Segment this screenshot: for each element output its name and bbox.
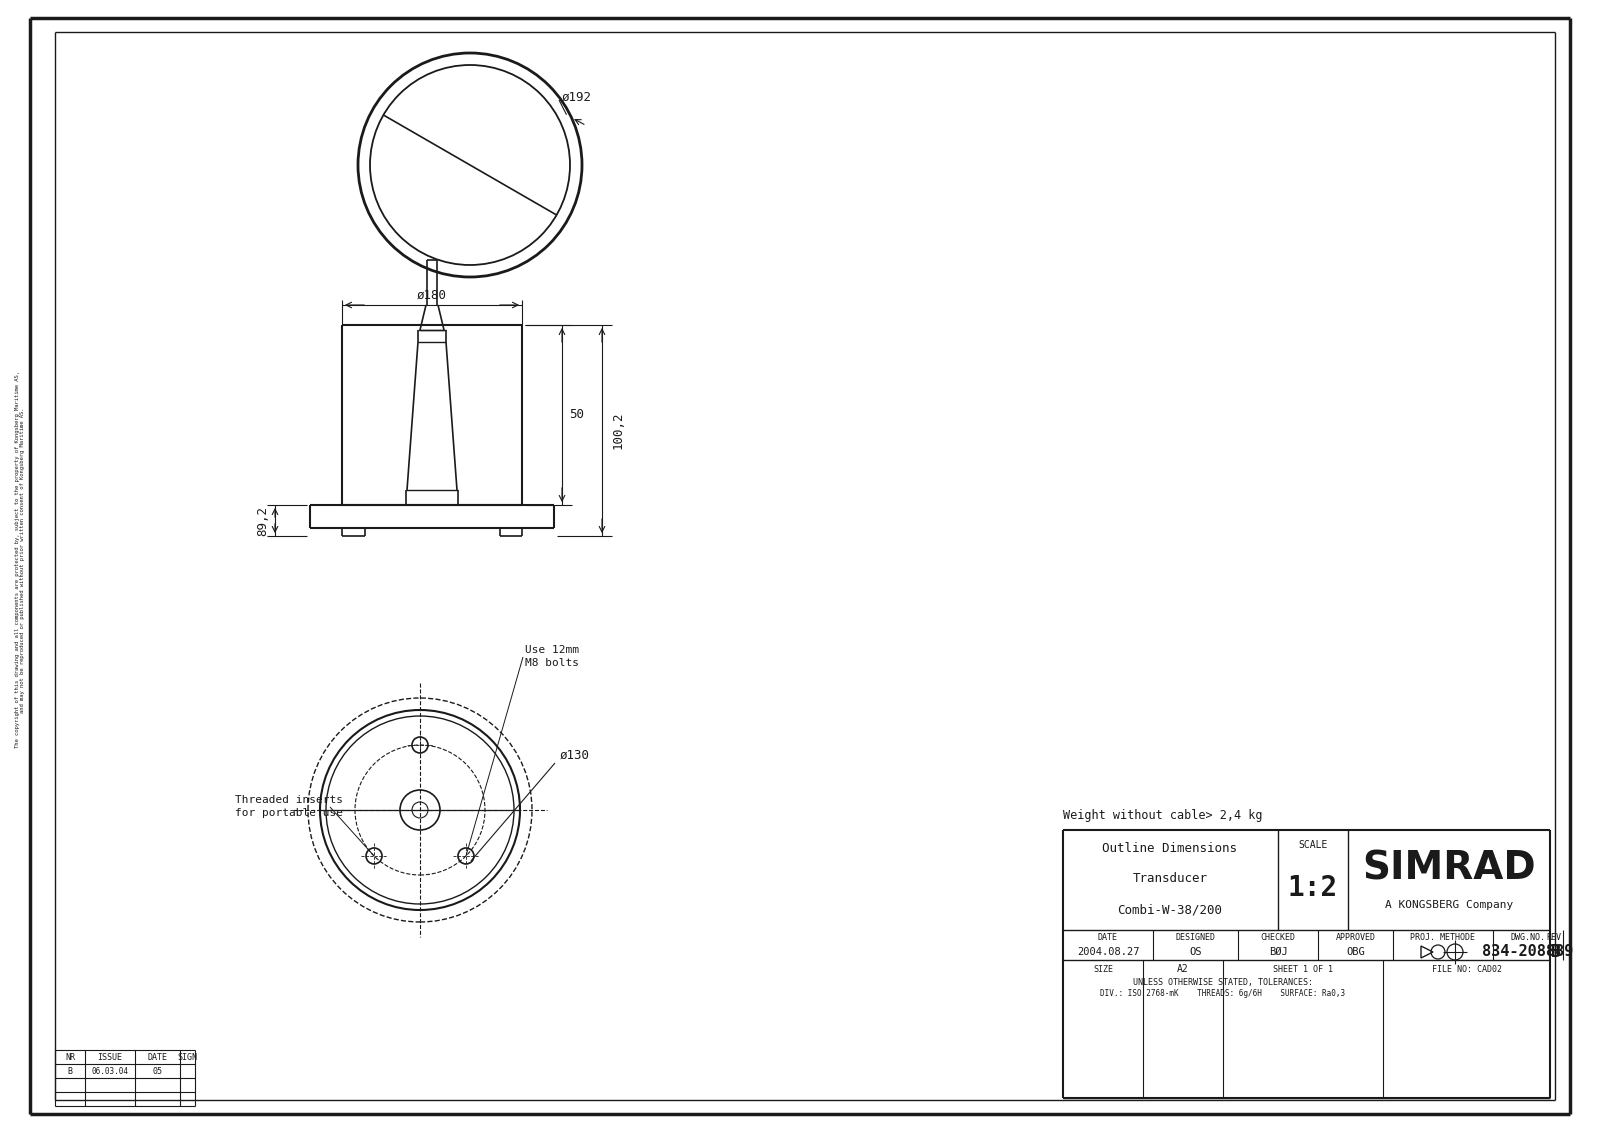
Text: for portable use: for portable use xyxy=(235,808,342,818)
Text: DATE: DATE xyxy=(147,1053,168,1062)
Text: Outline Dimensions: Outline Dimensions xyxy=(1102,841,1237,855)
Text: OS: OS xyxy=(1189,947,1202,957)
Text: DESIGNED: DESIGNED xyxy=(1176,934,1216,943)
Text: PROJ. METHODE: PROJ. METHODE xyxy=(1411,934,1475,943)
Text: ø192: ø192 xyxy=(562,91,592,103)
Text: 100,2: 100,2 xyxy=(611,412,624,449)
Text: SHEET 1 OF 1: SHEET 1 OF 1 xyxy=(1274,964,1333,974)
Text: 834-208889: 834-208889 xyxy=(1482,944,1574,960)
Text: A2: A2 xyxy=(1178,964,1189,974)
Text: OBG: OBG xyxy=(1346,947,1365,957)
Text: DIV.: ISO 2768-mK    THREADS: 6g/6H    SURFACE: Ra0,3: DIV.: ISO 2768-mK THREADS: 6g/6H SURFACE… xyxy=(1101,988,1346,997)
Text: 05: 05 xyxy=(152,1066,163,1075)
Text: Transducer: Transducer xyxy=(1133,872,1208,884)
Text: SIMRAD: SIMRAD xyxy=(1362,849,1536,887)
Text: CHECKED: CHECKED xyxy=(1261,934,1296,943)
Text: 50: 50 xyxy=(570,409,584,421)
Text: ø180: ø180 xyxy=(418,289,446,301)
Text: FILE NO: CAD02: FILE NO: CAD02 xyxy=(1432,964,1501,974)
Text: SIZE: SIZE xyxy=(1093,964,1114,974)
Text: UNLESS OTHERWISE STATED, TOLERANCES:: UNLESS OTHERWISE STATED, TOLERANCES: xyxy=(1133,978,1314,986)
Text: Threaded inserts: Threaded inserts xyxy=(235,795,342,805)
Text: 1:2: 1:2 xyxy=(1288,874,1338,902)
Text: SCALE: SCALE xyxy=(1298,840,1328,850)
Text: APPROVED: APPROVED xyxy=(1336,934,1376,943)
Text: NR: NR xyxy=(66,1053,75,1062)
Text: M8 bolts: M8 bolts xyxy=(525,658,579,668)
Text: REV.: REV. xyxy=(1547,934,1566,943)
Text: BØJ: BØJ xyxy=(1269,947,1288,957)
Text: SIGN: SIGN xyxy=(178,1053,197,1062)
Text: B: B xyxy=(1552,943,1562,961)
Text: A KONGSBERG Company: A KONGSBERG Company xyxy=(1386,900,1514,910)
Text: Weight without cable> 2,4 kg: Weight without cable> 2,4 kg xyxy=(1062,808,1262,822)
Text: Use 12mm: Use 12mm xyxy=(525,645,579,655)
Text: ISSUE: ISSUE xyxy=(98,1053,123,1062)
Text: DATE: DATE xyxy=(1098,934,1118,943)
Text: 89,2: 89,2 xyxy=(256,506,269,535)
Text: Combi-W-38/200: Combi-W-38/200 xyxy=(1117,903,1222,917)
Text: The copyright of this drawing and all components are protected by, subject to th: The copyright of this drawing and all co… xyxy=(14,371,26,748)
Text: 06.03.04: 06.03.04 xyxy=(91,1066,128,1075)
Text: B: B xyxy=(67,1066,72,1075)
Text: ø130: ø130 xyxy=(560,748,590,762)
Text: DWG.NO.: DWG.NO. xyxy=(1510,934,1546,943)
Text: 2004.08.27: 2004.08.27 xyxy=(1077,947,1139,957)
